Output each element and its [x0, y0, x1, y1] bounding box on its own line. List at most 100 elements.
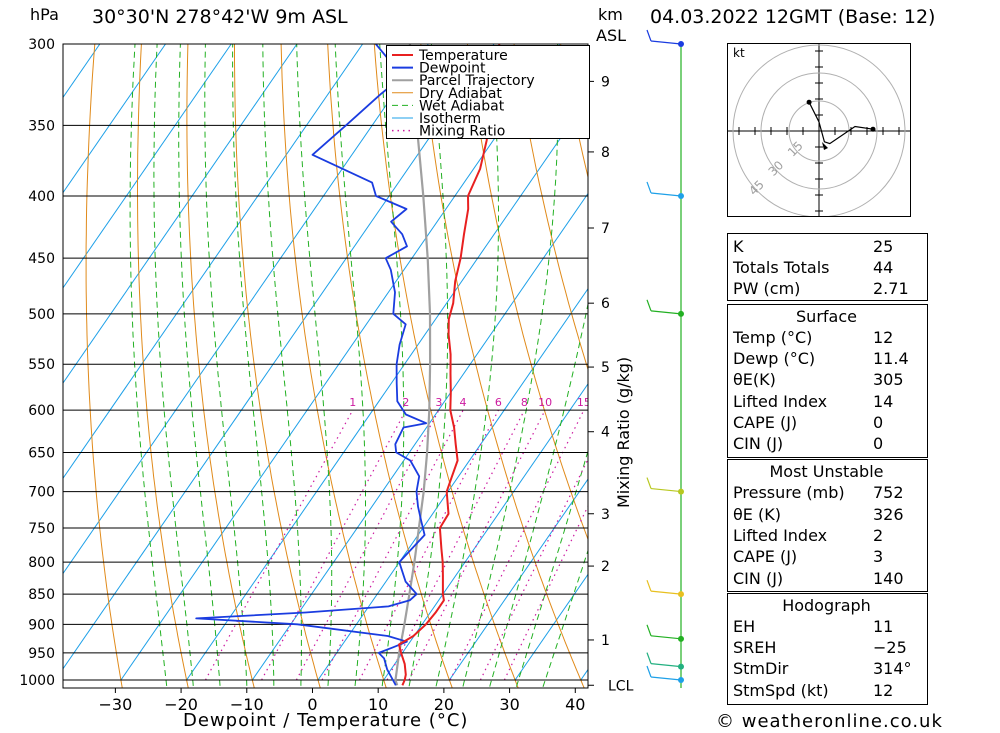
- height-tick-label: 4: [601, 425, 610, 441]
- chart-legend: Temperature Dewpoint Parcel Trajectory Dry …: [386, 45, 590, 140]
- surface-cape-value: 0: [873, 413, 884, 432]
- location-title: 30°30'N 278°42'W 9m ASL: [92, 6, 348, 28]
- hodograph-ring: [732, 44, 906, 216]
- surface-dewp-value: 11.4: [873, 349, 909, 368]
- surface-table: Surface Temp (°C) 12 Dewp (°C) 11.4 θE(K) 3…: [727, 304, 928, 458]
- hodograph-end-dot: [870, 126, 876, 132]
- mu-title-row: Most Unstable: [728, 461, 925, 482]
- surface-theta-value: 305: [873, 370, 904, 389]
- wet-adiabat-line: [232, 44, 275, 688]
- sreh-value: −25: [873, 638, 907, 657]
- pressure-tick-label: 600: [28, 403, 55, 419]
- surface-title-row: Surface: [728, 306, 925, 327]
- dry-adiabat-line: [327, 44, 453, 688]
- hodograph-unit: kt: [733, 46, 745, 60]
- indices-table: K 25 Totals Totals 44 PW (cm) 2.71: [727, 233, 928, 301]
- wind-level-dot: [678, 310, 684, 317]
- pressure-tick-label: 850: [28, 587, 55, 603]
- hodograph-ring: [760, 72, 878, 190]
- wet-adiabat-line: [334, 44, 366, 688]
- mu-cape-row: CAPE (J) 3: [728, 546, 925, 567]
- surface-dewp-row: Dewp (°C) 11.4: [728, 348, 925, 369]
- pressure-tick-label: 950: [28, 646, 55, 662]
- dewpoint-profile: [195, 44, 428, 686]
- temp-tick-label: 10: [368, 695, 388, 714]
- surface-theta-label: θE(K): [733, 370, 776, 389]
- sreh-row: SREH −25: [728, 637, 925, 658]
- x-axis-title: Dewpoint / Temperature (°C): [183, 710, 469, 731]
- eh-row: EH 11: [728, 616, 925, 637]
- wind-barb: [650, 487, 682, 493]
- footer-credit: © weatheronline.co.uk: [716, 711, 943, 732]
- wind-barb: [650, 310, 682, 315]
- height-tick-label: LCL: [608, 678, 634, 694]
- wind-barb: [650, 192, 682, 197]
- dry-adiabat-line: [513, 44, 588, 371]
- mu-theta-row: θE (K) 326: [728, 504, 925, 525]
- wet-adiabat-line: [153, 44, 195, 688]
- mu-li-row: Lifted Index 2: [728, 525, 925, 546]
- mixing-ratio-axis-title: Mixing Ratio (g/kg): [614, 356, 633, 508]
- wind-barb-flag: [646, 579, 652, 592]
- mixing-ratio-line: [261, 409, 407, 681]
- mu-theta-value: 326: [873, 505, 904, 524]
- pw-row: PW (cm) 2.71: [728, 278, 925, 299]
- mixing-ratio-tick-label: 2: [402, 396, 409, 409]
- wet-adiabat-line: [379, 44, 405, 688]
- wind-barb: [650, 676, 682, 681]
- mu-cin-label: CIN (J): [733, 569, 784, 588]
- surface-li-row: Lifted Index 14: [728, 391, 925, 412]
- wind-level-dot: [678, 635, 684, 642]
- wet-adiabat-line: [435, 44, 499, 688]
- wind-barb-flag: [646, 477, 652, 489]
- wet-adiabat-line: [204, 44, 248, 688]
- surface-cape-label: CAPE (J): [733, 413, 798, 432]
- surface-cin-value: 0: [873, 434, 884, 453]
- storm-motion-marker: [822, 142, 828, 150]
- dry-adiabat-line: [234, 44, 321, 688]
- mixing-ratio-tick-label: 4: [460, 396, 467, 409]
- mixing-ratio-tick-label: 8: [521, 396, 528, 409]
- hodo-stats-title-row: Hodograph: [728, 595, 925, 616]
- wet-adiabat-line: [488, 301, 588, 688]
- temp-tick-label: −10: [230, 695, 264, 714]
- hodograph-panel: 15 30 45 kt: [727, 43, 911, 217]
- legend-label: Parcel Trajectory: [419, 73, 535, 89]
- pressure-tick-label: 500: [28, 307, 55, 323]
- wet-adiabat-line: [178, 44, 221, 688]
- wind-barb-flag: [646, 652, 652, 664]
- pressure-tick-label: 750: [28, 521, 55, 537]
- most-unstable-table: Most Unstable Pressure (mb) 752 θE (K) 326…: [727, 459, 928, 592]
- wind-barb-flag: [646, 624, 652, 637]
- hodograph-trace: [808, 101, 874, 145]
- stmdir-row: StmDir 314°: [728, 658, 925, 679]
- height-tick-label: 5: [601, 360, 610, 376]
- isotherm-line: [63, 44, 495, 670]
- mixing-ratio-tick-label: 1: [349, 396, 356, 409]
- k-index-label: K: [733, 237, 744, 256]
- isotherm-line: [63, 44, 232, 289]
- mu-li-value: 2: [873, 526, 884, 545]
- height-tick-label: 1: [601, 633, 610, 649]
- pressure-tick-label: 800: [28, 555, 55, 571]
- surface-li-label: Lifted Index: [733, 392, 828, 411]
- surface-cin-label: CIN (J): [733, 434, 784, 453]
- wind-barb-flag: [646, 29, 652, 42]
- surface-cape-row: CAPE (J) 0: [728, 412, 925, 433]
- mixing-ratio-tick-label: 15: [577, 396, 591, 409]
- wet-adiabat-line: [296, 44, 333, 688]
- wind-level-dot: [678, 677, 684, 683]
- stmspd-value: 12: [873, 681, 894, 700]
- surface-theta-row: θE(K) 305: [728, 369, 925, 390]
- isotherm-line: [251, 192, 588, 681]
- surface-dewp-label: Dewp (°C): [733, 349, 816, 368]
- wind-level-dot: [678, 591, 684, 598]
- stmspd-row: StmSpd (kt) 12: [728, 680, 925, 701]
- height-unit-asl-label: ASL: [596, 26, 627, 45]
- hodograph-ring-label: 45: [746, 177, 767, 198]
- mu-title: Most Unstable: [769, 462, 884, 481]
- surface-title: Surface: [796, 307, 857, 326]
- dry-adiabat-line: [137, 44, 189, 688]
